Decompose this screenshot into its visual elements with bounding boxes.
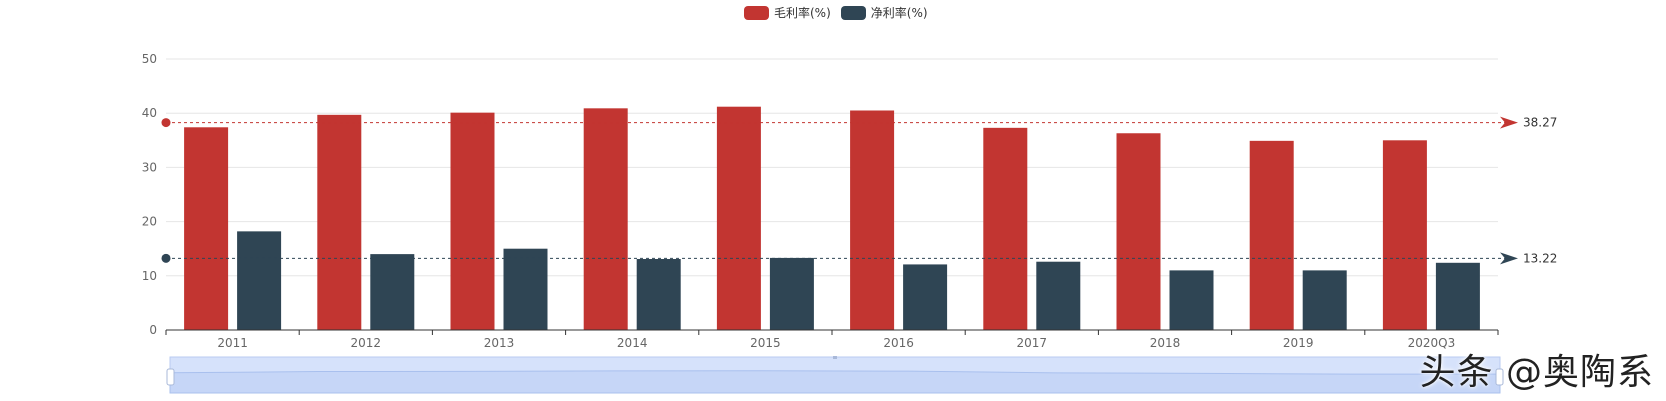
bar-net-margin[interactable] (370, 254, 415, 330)
y-tick-label: 50 (142, 52, 157, 66)
data-zoom-move-grip[interactable] (833, 356, 837, 359)
legend-swatch-gross-margin (744, 5, 769, 20)
bar-net-margin[interactable] (1169, 270, 1214, 330)
x-tick-label: 2015 (750, 336, 781, 350)
bar-net-margin[interactable] (1302, 270, 1347, 330)
x-tick-label: 2012 (351, 336, 382, 350)
bar-gross-margin[interactable] (184, 127, 229, 331)
mean-line-arrow (1500, 116, 1518, 129)
mean-line-start-dot (161, 118, 171, 128)
x-tick-label: 2020Q3 (1408, 336, 1456, 350)
legend-item-net-margin[interactable]: 净利率(%) (840, 4, 928, 21)
y-tick-label: 30 (142, 160, 157, 174)
bar-gross-margin[interactable] (1116, 133, 1161, 330)
x-tick-label: 2014 (617, 336, 648, 350)
x-tick-label: 2017 (1017, 336, 1048, 350)
legend-label-gross-margin: 毛利率(%) (774, 6, 831, 20)
legend-label-net-margin: 净利率(%) (870, 6, 928, 20)
bar-gross-margin[interactable] (1249, 140, 1294, 330)
bar-net-margin[interactable] (636, 258, 681, 330)
bar-gross-margin[interactable] (450, 112, 495, 331)
bar-gross-margin[interactable] (850, 110, 895, 331)
bar-net-margin[interactable] (1036, 261, 1081, 330)
bar-gross-margin[interactable] (983, 127, 1028, 330)
data-zoom-right-handle[interactable] (1495, 368, 1504, 386)
bar-net-margin[interactable] (903, 264, 948, 330)
y-tick-label: 0 (149, 323, 157, 337)
x-tick-label: 2018 (1150, 336, 1181, 350)
chart-legend: 毛利率(%) 净利率(%) (744, 4, 928, 21)
y-tick-label: 20 (142, 215, 157, 229)
bar-gross-margin[interactable] (317, 114, 362, 331)
bar-gross-margin[interactable] (1382, 140, 1427, 330)
legend-item-gross-margin[interactable]: 毛利率(%) (744, 4, 831, 21)
legend-swatch-net-margin (840, 5, 866, 20)
bar-gross-margin[interactable] (583, 108, 628, 331)
bar-net-margin[interactable] (769, 257, 814, 330)
mean-line-label: 38.27 (1523, 116, 1557, 130)
mean-line-start-dot (161, 253, 171, 263)
y-tick-label: 10 (142, 269, 157, 283)
bar-net-margin[interactable] (237, 231, 282, 330)
data-zoom-left-handle[interactable] (166, 368, 175, 386)
bar-gross-margin[interactable] (716, 106, 761, 330)
x-tick-label: 2011 (217, 336, 248, 350)
bar-net-margin[interactable] (1435, 262, 1480, 330)
data-zoom-preview-shadow (169, 370, 1501, 394)
y-tick-label: 40 (142, 106, 157, 120)
x-tick-label: 2019 (1283, 336, 1314, 350)
mean-line-arrow (1500, 252, 1518, 265)
mean-line-label: 13.22 (1523, 251, 1557, 265)
bar-net-margin[interactable] (503, 248, 548, 330)
watermark-text: 头条 @奥陶系 (1419, 352, 1654, 393)
x-tick-label: 2016 (883, 336, 914, 350)
x-tick-label: 2013 (484, 336, 515, 350)
